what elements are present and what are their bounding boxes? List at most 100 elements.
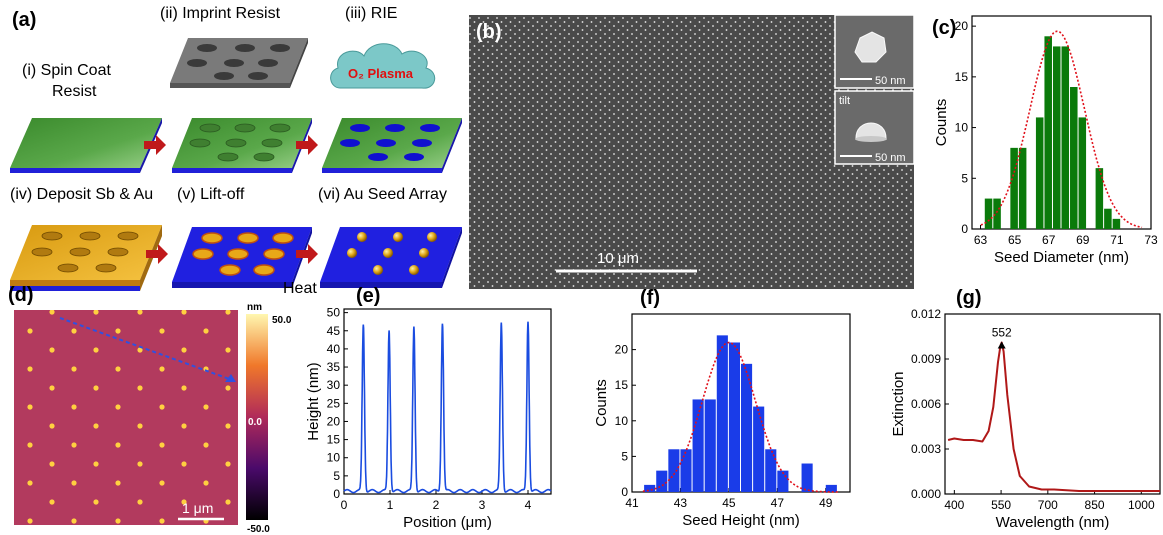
y-tick-label: 10 [327, 451, 341, 465]
afm-image [14, 310, 238, 525]
step-4-label: (iv) Deposit Sb & Au [10, 186, 153, 203]
rie-slab [322, 118, 462, 173]
histogram-bar [801, 463, 813, 492]
x-tick-label: 700 [1038, 498, 1058, 512]
y-tick-label: 35 [327, 360, 341, 374]
histogram-bar [1035, 117, 1044, 229]
seed-array-slab [320, 227, 462, 288]
step-3-label: (iii) RIE [345, 5, 397, 22]
y-tick-label: 5 [333, 469, 340, 483]
heat-label: Heat [283, 280, 317, 297]
chart-seed-height: 41 43 45 47 49 0 5 10 15 20 Seed Height (nm) Counts… [593, 287, 851, 529]
step-1-label-line2: Resist [52, 83, 97, 100]
y-tick-label: 40 [327, 342, 341, 356]
y-tick-label: 20 [955, 19, 969, 33]
histogram-bar [1018, 147, 1027, 229]
panel-d: (d) 1 μm nm 50.0 0.0 -50.0 [8, 284, 292, 535]
x-tick-label: 41 [625, 496, 639, 510]
panel-a: (a) (i) Spin Coat Resist (ii) Imprint Re… [10, 5, 462, 297]
y-axis-label: Counts [933, 99, 950, 147]
arrow-2-icon [296, 135, 318, 155]
x-tick-label: 71 [1110, 233, 1124, 247]
peak-label: 552 [992, 326, 1012, 340]
y-tick-label: 0.006 [911, 397, 941, 411]
y-tick-label: 30 [327, 378, 341, 392]
liftoff-slab [172, 227, 312, 288]
panel-b: (b) 10 μm 50 nm tilt 50 nm [469, 14, 915, 289]
panel-b-label: (b) [476, 21, 502, 43]
afm-scalebar-label: 1 μm [182, 500, 213, 516]
y-tick-label: 0 [961, 222, 968, 236]
y-tick-label: 0.000 [911, 487, 941, 501]
colorbar-min: -50.0 [247, 524, 270, 535]
step-6-label: (vi) Au Seed Array [318, 186, 447, 203]
histogram-bar [668, 449, 680, 492]
chart-extinction: 400 550 700 850 1000 0.000 0.003 0.006 0.009 0.01… [890, 287, 1161, 531]
x-tick-label: 45 [722, 496, 736, 510]
y-tick-label: 20 [615, 343, 629, 357]
imprint-stamp [170, 38, 308, 88]
histogram-bar [1104, 208, 1112, 229]
x-tick-label: 4 [525, 498, 532, 512]
panel-label: (e) [356, 285, 380, 307]
y-tick-label: 5 [961, 171, 968, 185]
y-tick-label: 0.012 [911, 307, 941, 321]
histogram-bar [1061, 46, 1070, 229]
y-tick-label: 50 [327, 306, 341, 320]
afm-profile-line [59, 317, 233, 381]
plasma-cloud-icon: O₂ Plasma [330, 43, 436, 89]
imprinted-slab [172, 118, 312, 173]
histogram-bar [728, 342, 740, 492]
step-5-label: (v) Lift-off [177, 186, 245, 203]
afm-profile-arrow-icon [225, 374, 236, 382]
x-tick-label: 69 [1076, 233, 1090, 247]
inset-tilt-tag: tilt [839, 95, 850, 107]
x-axis-label: Position (μm) [403, 514, 492, 531]
x-tick-label: 67 [1042, 233, 1056, 247]
histogram-bar [716, 335, 728, 492]
histogram-bar [680, 449, 692, 492]
colorbar-mid: 0.0 [248, 417, 262, 428]
afm-colorbar [246, 314, 268, 520]
x-tick-label: 2 [433, 498, 440, 512]
y-tick-label: 0 [621, 485, 628, 499]
histogram-bar [656, 470, 668, 492]
y-axis-label: Counts [593, 379, 610, 427]
y-axis-label: Height (nm) [305, 362, 322, 440]
x-tick-label: 0 [341, 498, 348, 512]
inset-top-scalebar-label: 50 nm [875, 75, 906, 87]
y-tick-label: 15 [615, 378, 629, 392]
x-tick-label: 400 [944, 498, 964, 512]
y-tick-label: 15 [327, 433, 341, 447]
plot-frame [944, 313, 1161, 495]
x-tick-label: 850 [1085, 498, 1105, 512]
sem-inset-top: 50 nm [834, 14, 915, 89]
x-tick-label: 73 [1144, 233, 1158, 247]
panel-d-label: (d) [8, 284, 34, 306]
histogram-bar [765, 449, 777, 492]
deposit-slab [10, 225, 162, 291]
y-tick-label: 10 [615, 414, 629, 428]
step-1-label-line1: (i) Spin Coat [22, 62, 111, 79]
chart-seed-diameter: 63 65 67 69 71 73 0 5 10 15 20 Seed Diameter (nm) Co… [932, 15, 1158, 266]
colorbar-max: 50.0 [272, 315, 292, 326]
panel-label: (f) [640, 287, 660, 309]
histogram-bar [777, 470, 789, 492]
x-tick-label: 550 [991, 498, 1011, 512]
panel-label: (g) [956, 287, 982, 309]
arrow-3-icon [146, 244, 168, 264]
x-tick-label: 65 [1008, 233, 1022, 247]
y-tick-label: 20 [327, 414, 341, 428]
y-tick-label: 45 [327, 324, 341, 338]
plot-frame [343, 308, 552, 495]
x-tick-label: 49 [819, 496, 833, 510]
histogram-bar [1052, 46, 1061, 229]
colorbar-unit: nm [247, 302, 262, 313]
y-tick-label: 5 [621, 449, 628, 463]
sem-scalebar-label: 10 μm [597, 250, 639, 267]
x-tick-label: 1 [387, 498, 394, 512]
histogram-bar [741, 363, 753, 492]
x-axis-label: Seed Diameter (nm) [994, 249, 1129, 266]
y-tick-label: 15 [955, 70, 969, 84]
step-2-label: (ii) Imprint Resist [160, 5, 281, 22]
